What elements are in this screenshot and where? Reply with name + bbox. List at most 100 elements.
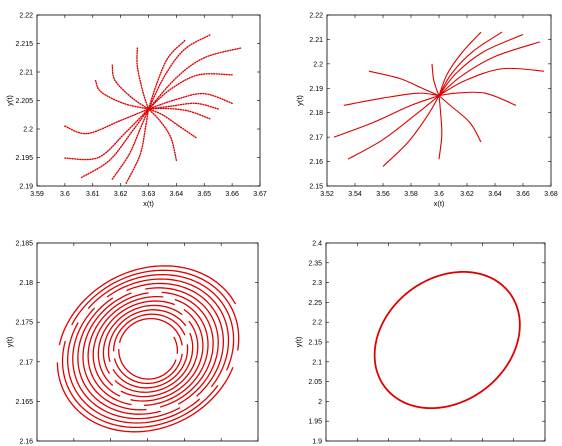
limit-cycle (373, 270, 521, 410)
y-axis-label: y(t) (294, 336, 303, 347)
y-tick-label: 2.17 (19, 359, 33, 366)
x-tick-label: 3.67 (253, 191, 267, 198)
y-tick-label: 2.15 (309, 184, 323, 191)
x-tick-label: 3.6 (60, 191, 70, 198)
spiral-trajectory (113, 313, 186, 352)
y-tick-label: 1.95 (308, 419, 322, 426)
y-tick-label: 2.16 (309, 159, 323, 166)
spiral-trajectory (97, 300, 175, 386)
spiral-trajectory (126, 282, 225, 397)
spiral-trajectory (77, 297, 161, 415)
x-tick-label: 3.68 (544, 191, 558, 198)
y-tick-label: 2.165 (15, 399, 33, 406)
y-tick-label: 2.2 (312, 320, 322, 327)
x-tick-label: 3.65 (197, 191, 211, 198)
y-tick-label: 2.205 (15, 98, 33, 105)
spiral-trajectory (87, 273, 235, 371)
spiral-trajectory (107, 309, 187, 363)
x-tick-label: 3.64 (170, 191, 184, 198)
spiral-trajectory (56, 362, 234, 433)
trajectory-line (94, 79, 150, 110)
y-axis-label: y(t) (5, 336, 14, 347)
y-tick-label: 1.9 (312, 439, 322, 446)
spiral-trajectory (159, 291, 214, 408)
y-tick-label: 2.15 (308, 340, 322, 347)
x-tick-label: 3.66 (516, 191, 530, 198)
y-tick-label: 2.21 (309, 37, 323, 44)
trajectory-line (111, 108, 150, 180)
y-tick-label: 2.05 (308, 379, 322, 386)
spiral-trajectory (173, 336, 179, 354)
y-tick-label: 2.17 (309, 135, 323, 142)
spiral-trajectory (112, 344, 189, 389)
spiral-trajectory (71, 269, 240, 351)
y-tick-label: 2.22 (19, 13, 33, 20)
plot-area (64, 34, 242, 184)
trajectory-line (147, 39, 186, 110)
spiral-trajectory (143, 298, 209, 407)
trajectory-line (111, 64, 150, 110)
y-axis-label: y(t) (5, 95, 14, 106)
trajectory-line (438, 34, 524, 96)
trajectory-line (438, 31, 503, 96)
x-tick-label: 3.62 (460, 191, 474, 198)
x-tick-label: 3.56 (376, 191, 390, 198)
spiral-trajectory (87, 292, 149, 406)
x-tick-label: 3.54 (348, 191, 362, 198)
y-tick-label: 2 (318, 399, 322, 406)
y-tick-label: 2.2 (313, 61, 323, 68)
spiral-trajectory (82, 292, 147, 411)
chart-top-left: 3.59 3.6 3.61 3.62 3.63 3.64 3.65 3.66 3.67 2.19 2… (5, 13, 267, 209)
y-tick-label: 2.175 (15, 320, 33, 327)
spiral-trajectory (72, 307, 181, 420)
trajectory-line (368, 70, 440, 97)
y-tick-label: 2.16 (19, 439, 33, 446)
trajectory-line (147, 108, 178, 162)
x-tick-label: 3.52 (320, 191, 334, 198)
chart-bottom-left: 3.543.553.563.573.583.593.62.162.1652.17… (5, 241, 259, 446)
plot-frame (325, 242, 546, 442)
trajectory-line (438, 95, 482, 143)
spiral-trajectory (102, 304, 183, 374)
y-tick-label: 2.18 (19, 280, 33, 287)
y-tick-label: 2.195 (15, 155, 33, 162)
trajectory-line (147, 102, 219, 110)
y-tick-label: 2.25 (308, 300, 322, 307)
plot-area (333, 31, 545, 167)
x-tick-label: 3.66 (225, 191, 239, 198)
y-tick-label: 2.35 (308, 260, 322, 267)
trajectory-line (333, 95, 440, 138)
x-tick-label: 3.59 (30, 191, 44, 198)
spiral-trajectory (118, 317, 183, 346)
plot-area (373, 270, 521, 410)
y-tick-label: 2.3 (312, 280, 322, 287)
trajectory-line (80, 108, 150, 179)
x-tick-label: 3.62 (114, 191, 128, 198)
trajectory-line (147, 34, 211, 110)
trajectory-line (64, 108, 150, 161)
trajectory-line (438, 67, 545, 97)
spiral-trajectory (118, 349, 177, 380)
trajectory-line (125, 108, 150, 184)
spiral-trajectory (120, 320, 199, 398)
y-tick-label: 2.19 (19, 184, 33, 191)
spiral-trajectory (92, 295, 164, 397)
trajectory-line (64, 108, 150, 135)
trajectory-line (343, 92, 440, 106)
y-tick-label: 2.185 (15, 241, 33, 248)
x-tick-label: 3.58 (404, 191, 418, 198)
spiral-trajectory (114, 332, 194, 393)
chart-top-right: 3.52 3.54 3.56 3.58 3.6 3.62 3.64 3.66 3.68 2.15 2… (295, 13, 558, 209)
x-axis-label: x(t) (143, 199, 154, 208)
spiral-trajectory (61, 340, 219, 429)
spiral-trajectory (113, 353, 183, 385)
trajectory-line (147, 47, 242, 110)
trajectory-line (438, 91, 517, 106)
chart-bottom-right: 2.833.23.43.63.844.21.91.9522.052.12.152… (294, 241, 546, 446)
y-tick-label: 2.1 (312, 359, 322, 366)
y-tick-label: 2.19 (309, 86, 323, 93)
spiral-trajectory (106, 278, 230, 388)
spiral-trajectory (66, 322, 201, 424)
trajectory-line (136, 47, 150, 110)
x-tick-label: 3.6 (434, 191, 444, 198)
